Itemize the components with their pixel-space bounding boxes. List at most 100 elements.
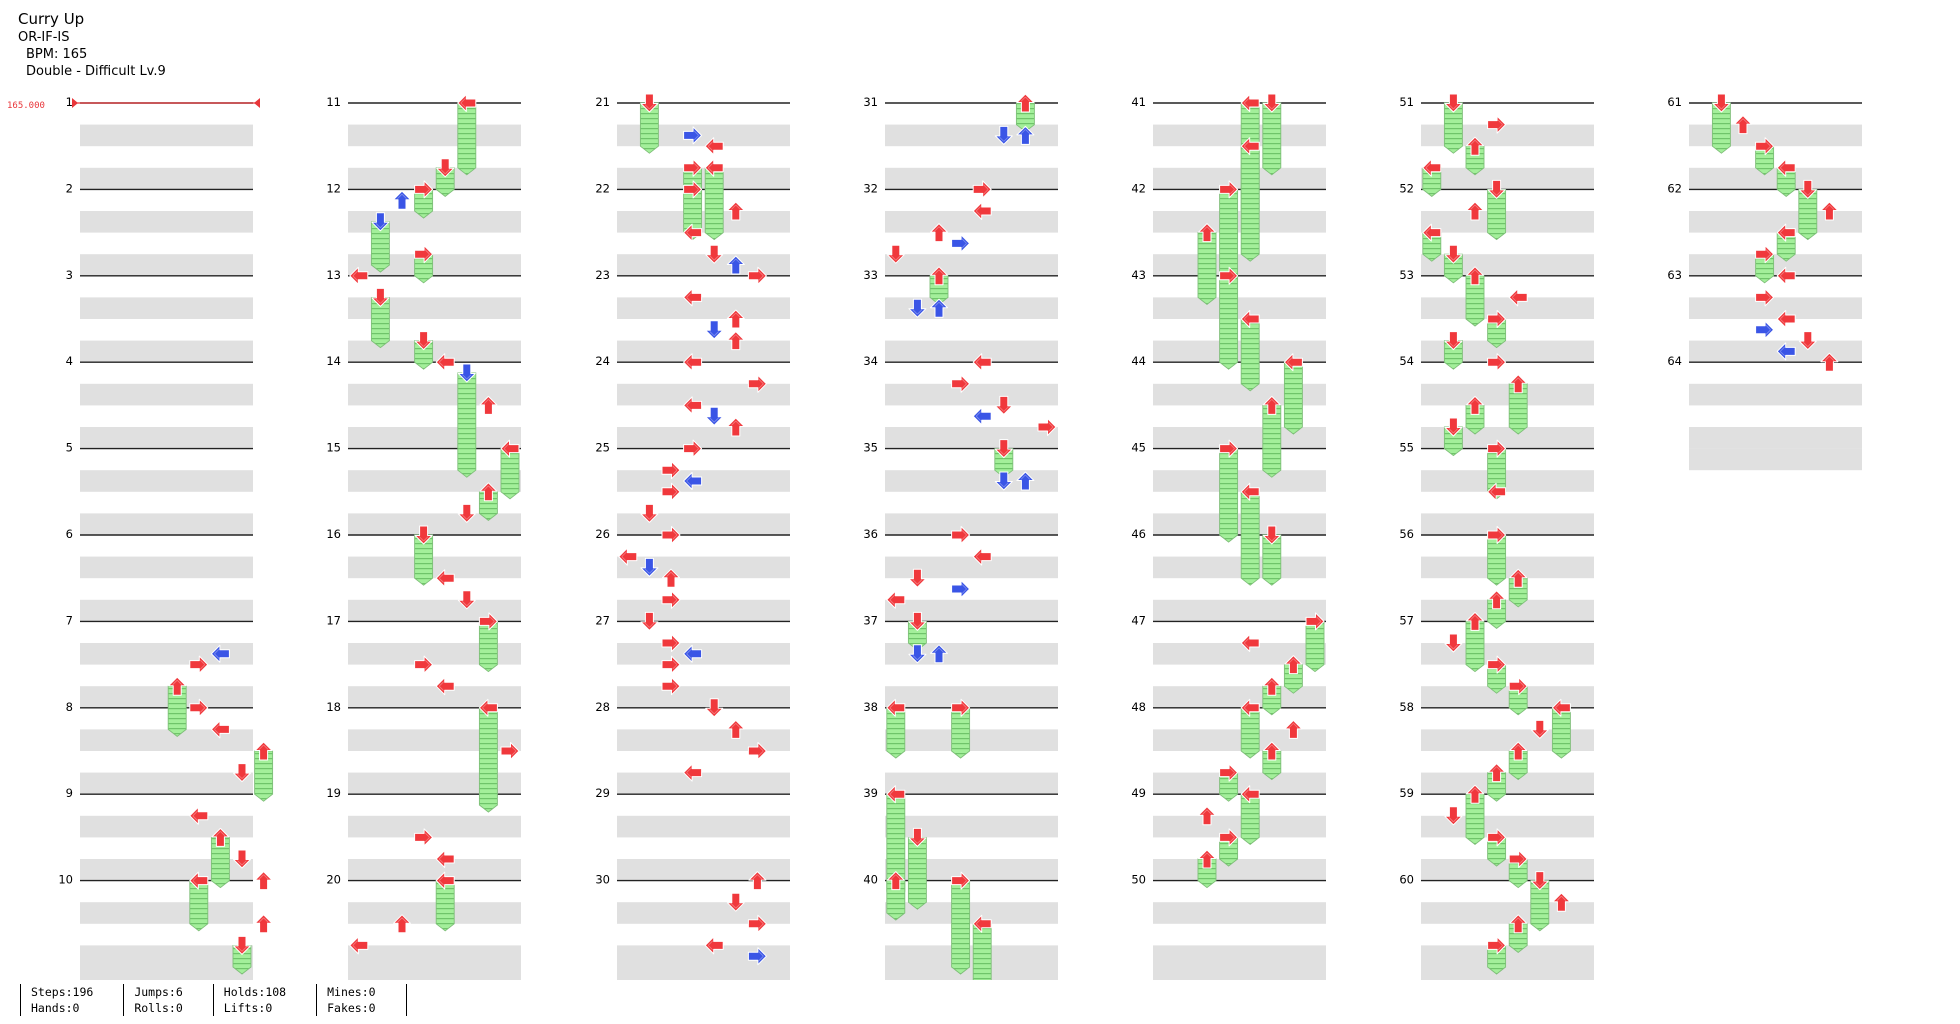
arrow-down-icon [908,827,927,847]
arrow-left-icon [435,677,455,696]
arrow-down-icon [994,471,1013,491]
beat-band [348,556,521,579]
hold-bar-icon [994,448,1014,478]
measure-39: 39 [863,786,1058,881]
beat-band [1153,556,1326,579]
arrow-left-icon [972,407,992,426]
measure-56: 56 [1399,527,1594,622]
beat-band [80,297,253,319]
stat-column: Holds:108 Lifts:0 [212,984,316,1016]
measure-17: 17 [326,613,521,708]
hold-bar-icon [254,750,274,802]
beat-band [1153,167,1326,190]
arrow-right-icon [683,158,703,177]
beat-band [885,815,1058,838]
measure-51: 51 [1399,95,1594,190]
beat-band [348,686,521,708]
arrow-left-icon [435,871,455,890]
measure-number: 41 [1131,95,1146,109]
hold-bar-icon [478,620,498,673]
arrow-left-icon [210,644,230,663]
beat-band [348,167,521,190]
arrow-left-icon [972,914,992,933]
beat-band [885,859,1058,881]
beat-band [885,254,1058,276]
arrow-up-icon [1262,395,1281,415]
measure-number: 23 [595,268,610,282]
arrow-up-icon [930,644,948,664]
beat-band [80,124,253,147]
measure-37: 37 [863,613,1058,708]
arrow-down-icon [994,125,1013,145]
fakes-count: Fakes:0 [327,1001,376,1015]
arrow-right-icon [1755,320,1775,339]
beat-band [885,211,1058,233]
measure-number: 4 [66,354,73,368]
beat-band [885,772,1058,795]
arrow-right-icon [747,947,767,966]
hold-bar-icon [1262,404,1282,478]
arrow-right-icon [1219,180,1239,199]
measure-number: 34 [863,354,878,368]
arrow-up-icon [1734,115,1752,135]
measure-25: 25 [595,441,790,535]
arrow-up-icon [1198,223,1216,243]
arrow-down-icon [414,331,433,351]
beat-band [885,729,1058,751]
arrow-right-icon [414,655,434,674]
beat-band [1689,254,1862,276]
beat-band [348,859,521,881]
beat-band [1689,340,1862,363]
hold-bar-icon [1465,793,1485,845]
measure-number: 43 [1131,268,1146,282]
beat-band [80,902,253,924]
arrow-left-icon [1487,482,1507,501]
arrow-left-icon [1240,310,1260,328]
hold-bar-icon [457,102,477,176]
measure-number: 7 [66,613,73,627]
hold-bar-icon [1219,448,1239,543]
arrow-up-icon [1820,201,1839,221]
measure-number: 52 [1399,181,1414,195]
song-header: Curry Up OR-IF-IS BPM: 165 Double - Diff… [18,10,166,80]
arrow-left-icon [1776,266,1796,285]
measure-13: 13 [326,268,521,363]
arrow-up-icon [1487,763,1506,783]
arrow-down-icon [1798,179,1817,199]
arrow-up-icon [748,871,767,891]
beat-band [1421,815,1594,838]
steps-count: Steps:196 [31,985,94,999]
measure-number: 60 [1399,873,1414,887]
beat-band [617,643,790,665]
arrow-left-icon [1551,698,1571,717]
measure-number: 50 [1131,873,1146,887]
beat-band [1153,383,1326,406]
arrow-up-icon [1466,784,1484,804]
arrow-right-icon [500,742,520,760]
arrow-left-icon [683,472,703,490]
arrow-right-icon [1487,936,1507,955]
beat-band [80,859,253,881]
beat-band [80,729,253,751]
arrow-down-icon [908,644,927,664]
beat-band [1153,729,1326,751]
measure-number: 45 [1131,441,1146,455]
hold-bar-icon [210,836,230,889]
beat-band [80,513,253,535]
measure-number: 40 [863,873,878,887]
measure-number: 54 [1399,354,1414,368]
arrow-right-icon [747,374,767,393]
arrow-right-icon [661,526,681,544]
arrow-right-icon [1508,850,1528,868]
arrow-right-icon [1037,418,1057,436]
beat-band [80,556,253,579]
measure-12: 12 [326,181,521,276]
beat-band [348,383,521,406]
arrow-right-icon [951,698,971,717]
arrow-up-icon [1487,590,1506,610]
arrow-right-icon [972,180,992,199]
arrow-right-icon [1487,310,1507,328]
measure-26: 26 [595,527,790,622]
beat-band [1421,967,1594,980]
measure-29: 29 [595,786,790,881]
